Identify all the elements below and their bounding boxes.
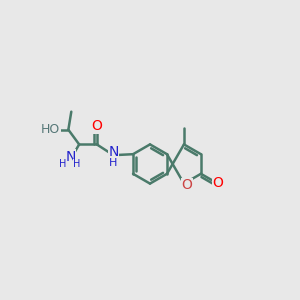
Text: O: O (181, 178, 192, 193)
Text: H: H (59, 159, 66, 170)
Text: N: N (108, 146, 118, 159)
Text: N: N (65, 150, 76, 164)
Text: HO: HO (41, 123, 60, 136)
Text: H: H (109, 158, 118, 168)
Text: O: O (91, 119, 102, 134)
Text: O: O (213, 176, 224, 190)
Text: H: H (73, 159, 80, 170)
